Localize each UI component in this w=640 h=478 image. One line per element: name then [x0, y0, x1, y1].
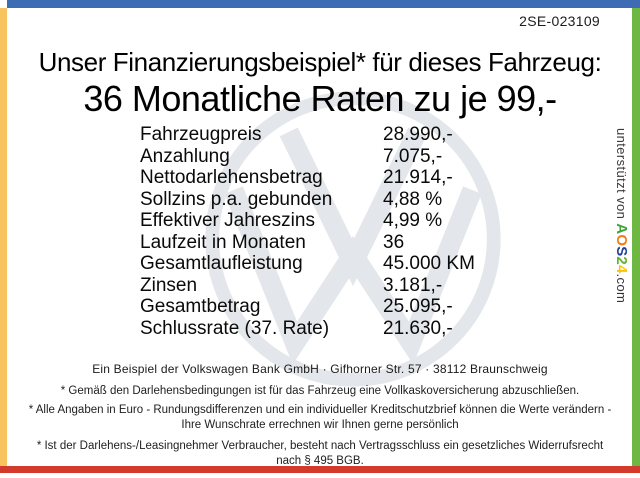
table-row: Gesamtlaufleistung 45.000 KM — [140, 253, 605, 275]
document-id: 2SE-023109 — [519, 13, 600, 29]
row-value: 36 — [383, 231, 405, 253]
brand-letter: 2 — [613, 256, 630, 265]
frame-right-bar — [632, 8, 640, 466]
row-label: Sollzins p.a. gebunden — [140, 188, 333, 210]
footnotes: * Gemäß den Darlehensbedingungen ist für… — [28, 384, 612, 473]
row-label: Effektiver Jahreszins — [140, 210, 315, 231]
row-label: Anzahlung — [140, 145, 230, 167]
row-value: 7.075,- — [383, 145, 443, 167]
table-row: Sollzins p.a. gebunden 4,88 % — [140, 189, 605, 211]
supported-by-label: unterstützt von — [614, 128, 629, 224]
table-row: Schlussrate (37. Rate) 21.630,- — [140, 318, 605, 340]
row-label: Schlussrate (37. Rate) — [140, 317, 330, 339]
frame-bottom-bar — [0, 466, 640, 473]
row-label: Nettodarlehensbetrag — [140, 167, 323, 188]
row-value: 21.914,- — [383, 167, 453, 188]
frame-top-bar — [7, 0, 640, 8]
row-value: 28.990,- — [383, 124, 453, 145]
table-row: Nettodarlehensbetrag 21.914,- — [140, 167, 605, 189]
footnote: * Ist der Darlehens-/Leasingnehmer Verbr… — [36, 440, 604, 467]
brand-suffix: .com — [614, 273, 629, 304]
sidebar-credit: unterstützt von AOS24.com — [613, 128, 630, 348]
row-label: Gesamtbetrag — [140, 296, 261, 317]
aos24-logo: AOS24 — [613, 223, 630, 273]
row-value: 3.181,- — [383, 274, 443, 296]
row-value: 45.000 KM — [383, 253, 475, 274]
table-row: Laufzeit in Monaten 36 — [140, 232, 605, 254]
vw-logo-watermark-icon — [205, 91, 501, 387]
table-row: Zinsen 3.181,- — [140, 275, 605, 297]
frame-left-bar — [0, 8, 7, 466]
table-row: Fahrzeugpreis 28.990,- — [140, 124, 605, 146]
row-label: Fahrzeugpreis — [140, 124, 262, 145]
row-value: 21.630,- — [383, 317, 453, 339]
row-value: 25.095,- — [383, 296, 453, 317]
brand-letter: 4 — [613, 264, 630, 274]
row-value: 4,99 % — [383, 210, 443, 231]
row-label: Zinsen — [140, 274, 198, 296]
table-row: Effektiver Jahreszins 4,99 % — [140, 210, 605, 232]
page-title: Unser Finanzierungsbeispiel* für dieses … — [38, 47, 602, 77]
brand-letter: S — [613, 246, 630, 257]
row-value: 4,88 % — [383, 188, 443, 210]
brand-letter: O — [613, 234, 630, 247]
footnote: * Gemäß den Darlehensbedingungen ist für… — [60, 385, 580, 397]
footnote: * Alle Angaben in Euro - Rundungsdiffere… — [28, 404, 612, 431]
row-label: Gesamtlaufleistung — [140, 253, 303, 274]
table-row: Gesamtbetrag 25.095,- — [140, 296, 605, 318]
bank-address-line: Ein Beispiel der Volkswagen Bank GmbH · … — [92, 362, 548, 376]
page-subtitle: 36 Monatliche Raten zu je 99,- — [83, 78, 557, 119]
finance-table: Fahrzeugpreis 28.990,- Anzahlung 7.075,-… — [140, 124, 605, 339]
row-label: Laufzeit in Monaten — [140, 231, 306, 253]
table-row: Anzahlung 7.075,- — [140, 146, 605, 168]
brand-letter: A — [613, 223, 630, 235]
